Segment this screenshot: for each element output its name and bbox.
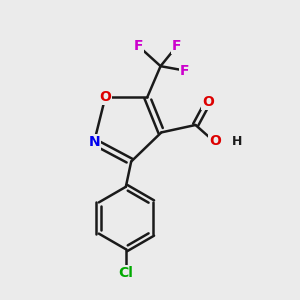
Text: O: O (202, 95, 214, 109)
Text: F: F (180, 64, 190, 78)
Text: H: H (232, 135, 242, 148)
Text: F: F (134, 39, 143, 53)
Text: Cl: Cl (118, 266, 133, 280)
Text: O: O (99, 90, 111, 104)
Text: F: F (172, 39, 182, 53)
Text: N: N (88, 135, 100, 149)
Text: O: O (209, 134, 221, 148)
